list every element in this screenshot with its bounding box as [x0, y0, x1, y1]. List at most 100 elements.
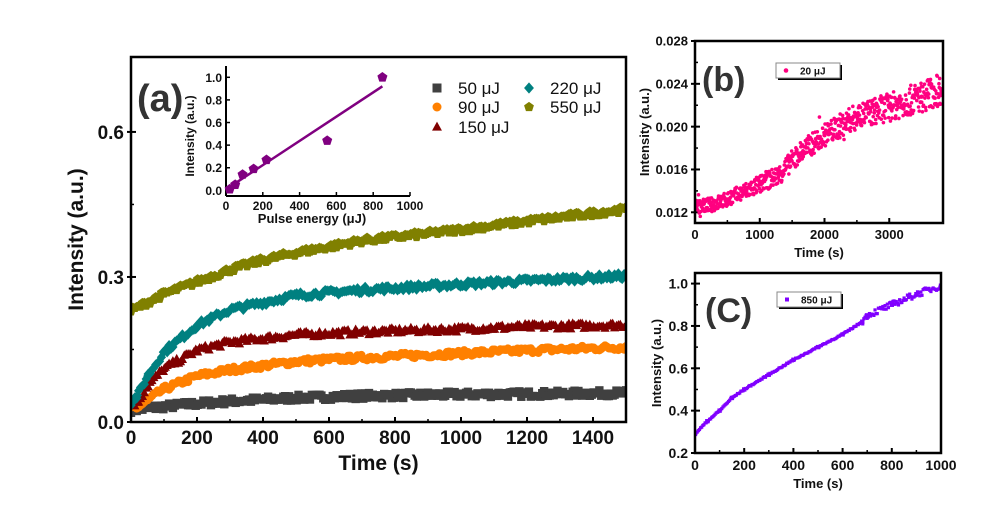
trace-point: [873, 96, 877, 101]
trace-point: [883, 303, 887, 308]
legend-marker: [785, 297, 789, 302]
trace-point: [872, 313, 876, 317]
panel-label: (a): [137, 78, 183, 120]
trace-point: [864, 313, 868, 317]
trace-point: [937, 287, 941, 291]
trace-point: [815, 129, 820, 134]
trace-point: [872, 111, 877, 115]
legend-marker: [432, 102, 442, 112]
trace-point: [775, 181, 780, 185]
x-tick-label: 1200: [506, 428, 548, 449]
trace-point: [933, 89, 938, 93]
legend: 20 μJ: [775, 62, 842, 80]
trace-point: [896, 303, 901, 307]
trace-point: [795, 147, 799, 152]
trace-point: [918, 89, 922, 93]
trace-point: [788, 164, 793, 169]
trace-point: [915, 98, 919, 103]
trace-point: [892, 299, 896, 303]
trace-point: [889, 95, 894, 100]
trace-point: [215, 342, 226, 351]
series-50-J: [131, 386, 626, 418]
panel-c: 0 200 400 600 800 1000 0.2 0.4 0.6 0.8 1.0 Time (s)…: [649, 271, 957, 491]
trace-point: [924, 87, 929, 92]
trace-point: [888, 119, 893, 123]
trace-point: [734, 185, 739, 190]
inset-x-tick-label: 400: [290, 199, 310, 213]
trace-point: [880, 307, 884, 311]
trace-point: [756, 183, 760, 188]
trace-point: [817, 115, 822, 119]
trace-point: [890, 116, 894, 120]
trace-point: [883, 116, 887, 120]
trace-point: [873, 117, 878, 122]
trace-point: [868, 314, 873, 318]
trace-point: [777, 165, 782, 169]
x-tick-label: 600: [313, 428, 345, 449]
trace-point: [893, 116, 898, 121]
panel-label: (C): [705, 292, 752, 330]
trace-point: [862, 120, 867, 125]
trace-point: [705, 205, 710, 210]
inset-x-tick-label: 1000: [397, 199, 424, 213]
trace-point: [928, 77, 933, 82]
trace-point: [352, 283, 363, 294]
trace-point: [843, 122, 848, 127]
x-tick-label: 200: [733, 457, 757, 473]
trace-point: [893, 302, 897, 306]
trace-point: [909, 83, 913, 88]
trace-point: [883, 108, 888, 113]
trace-point: [904, 298, 908, 302]
trace-point: [851, 104, 855, 109]
trace-point: [917, 109, 922, 113]
trace-point: [823, 144, 828, 148]
trace-point: [923, 96, 927, 100]
trace-point: [920, 94, 924, 99]
trace-point: [881, 120, 886, 125]
trace-point: [873, 308, 877, 312]
trace-point: [838, 124, 843, 128]
trace-point: [728, 398, 732, 402]
y-tick-label: 0.4: [669, 403, 689, 419]
trace-point: [724, 197, 729, 202]
y-axis-title: Intensity (a.u.): [649, 319, 664, 407]
inset-data-point: [248, 163, 259, 174]
series-220-J: [131, 268, 626, 411]
legend-label: 20 μJ: [800, 67, 826, 78]
y-tick-label: 0.0: [98, 413, 124, 434]
trace-point: [901, 107, 906, 111]
trace-point: [899, 97, 904, 102]
x-axis-title: Time (s): [793, 476, 843, 491]
trace-point: [886, 306, 891, 310]
trace-point: [782, 172, 786, 176]
trace-point: [904, 97, 909, 102]
inset: 0 200 400 600 800 1000 0.0 0.2 0.4 0.6 0.8 1.0 Pulse…: [183, 66, 424, 226]
x-tick-label: 600: [831, 457, 855, 473]
trace-point: [920, 293, 924, 297]
x-tick-label: 0: [691, 227, 698, 242]
trace-point: [920, 110, 925, 114]
x-tick-label: 800: [880, 457, 904, 473]
trace-point: [780, 178, 784, 183]
series-20-J: [695, 73, 943, 219]
trace-point: [848, 129, 853, 134]
inset-x-tick-label: 800: [363, 199, 383, 213]
trace-point: [879, 117, 884, 121]
plot-area-a: [131, 201, 626, 418]
trace-point: [731, 194, 736, 198]
trace-point: [818, 134, 822, 139]
trace-point: [885, 302, 889, 306]
trace-point: [854, 324, 858, 328]
trace-point: [901, 113, 905, 118]
inset-x-tick-label: 0: [223, 199, 230, 213]
trace-point: [842, 137, 846, 142]
trace-point: [907, 91, 912, 95]
trace-point: [861, 322, 865, 326]
y-tick-label: 0.2: [669, 445, 689, 461]
x-tick-label: 1000: [925, 457, 956, 473]
trace-point: [704, 421, 708, 425]
trace-point: [702, 423, 706, 427]
trace-point: [819, 145, 823, 149]
axes-frame: [129, 55, 628, 424]
